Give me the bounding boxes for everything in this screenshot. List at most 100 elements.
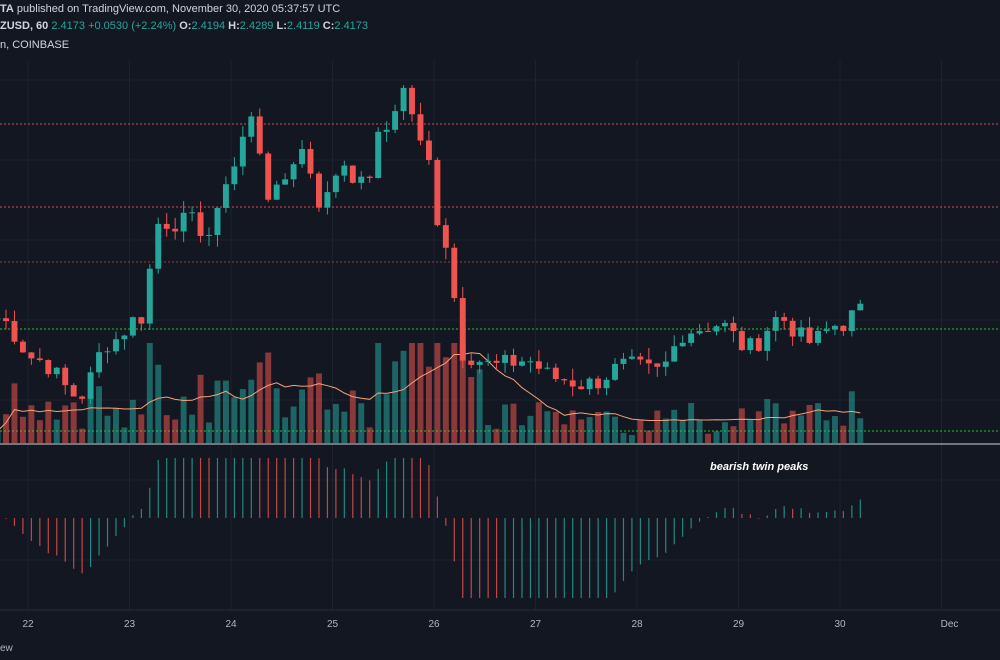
candle-body bbox=[815, 330, 821, 343]
candle-body bbox=[451, 247, 458, 299]
candle-body bbox=[730, 322, 737, 332]
volume-bar bbox=[789, 410, 796, 443]
volume-bar bbox=[654, 410, 661, 443]
volume-bar bbox=[121, 427, 128, 443]
exchange-label: n, COINBASE bbox=[0, 39, 70, 51]
candle-body bbox=[265, 153, 272, 200]
candle-body bbox=[282, 179, 289, 185]
candle-body bbox=[189, 212, 196, 214]
volume-bar bbox=[578, 419, 585, 443]
candle-body bbox=[848, 310, 855, 332]
volume-ma-line bbox=[0, 352, 861, 430]
volume-bar bbox=[688, 402, 695, 443]
volume-bar bbox=[806, 404, 813, 443]
volume-bar bbox=[273, 388, 280, 443]
candle-body bbox=[772, 317, 779, 331]
volume-bar bbox=[265, 352, 272, 443]
candle-body bbox=[425, 140, 432, 160]
volume-bar bbox=[146, 343, 153, 443]
footer-label: ew bbox=[0, 643, 13, 654]
volume-bar bbox=[696, 419, 703, 443]
candle-body bbox=[662, 361, 669, 367]
candle-body bbox=[206, 234, 212, 236]
candle-body bbox=[755, 338, 762, 351]
volume-bar bbox=[332, 403, 339, 443]
candle-body bbox=[578, 386, 585, 390]
candle-body bbox=[3, 318, 9, 322]
candle-body bbox=[121, 335, 128, 340]
candle-body bbox=[544, 367, 551, 369]
candle-body bbox=[510, 354, 517, 366]
volume-bar bbox=[713, 431, 720, 443]
candle-body bbox=[535, 361, 542, 369]
x-tick-label: 24 bbox=[225, 619, 237, 630]
volume-bar bbox=[87, 394, 94, 443]
candle-body bbox=[586, 378, 593, 390]
volume-bar bbox=[595, 411, 602, 443]
volume-bar bbox=[19, 416, 26, 443]
volume-bar bbox=[544, 411, 551, 443]
volume-bar bbox=[747, 419, 754, 443]
pair-interval: ZUSD, 60 bbox=[0, 20, 49, 32]
candle-body bbox=[163, 223, 170, 229]
volume-bar bbox=[552, 411, 559, 443]
candle-body bbox=[527, 361, 534, 363]
candle-body bbox=[129, 317, 136, 336]
volume-bar bbox=[307, 377, 314, 443]
volume-bar bbox=[561, 424, 568, 443]
candle-body bbox=[28, 352, 35, 359]
candle-body bbox=[764, 330, 771, 351]
candle-body bbox=[595, 378, 602, 389]
candle-body bbox=[485, 360, 492, 362]
candle-body bbox=[747, 338, 754, 351]
volume-bar bbox=[299, 389, 306, 443]
candle-body bbox=[341, 165, 348, 176]
volume-bar bbox=[197, 374, 204, 443]
volume-bar bbox=[324, 409, 331, 443]
candle-body bbox=[696, 331, 703, 334]
candle-body bbox=[493, 360, 500, 363]
candle-body bbox=[366, 176, 373, 178]
volume-bar bbox=[45, 401, 52, 443]
candle-body bbox=[70, 385, 77, 397]
candle-body bbox=[231, 166, 238, 185]
candle-body bbox=[53, 367, 60, 375]
candle-body bbox=[476, 361, 483, 365]
candle-body bbox=[358, 176, 365, 183]
oscillator-histogram bbox=[5, 458, 861, 598]
candle-body bbox=[417, 114, 424, 141]
candle-body bbox=[273, 184, 280, 200]
candle-body bbox=[197, 212, 204, 236]
candle-body bbox=[688, 333, 695, 343]
candle-body bbox=[11, 321, 18, 342]
candle-body bbox=[620, 358, 627, 364]
volume-bar bbox=[155, 364, 162, 443]
time-axis: 22 23 24 25 26 27 28 29 30 Dec bbox=[22, 619, 958, 630]
candle-body bbox=[645, 359, 652, 364]
candle-body bbox=[603, 379, 610, 389]
candle-body bbox=[214, 207, 221, 235]
volume-bar bbox=[366, 427, 373, 443]
volume-bar bbox=[0, 431, 1, 443]
candle-body bbox=[155, 223, 162, 269]
volume-bar bbox=[425, 366, 432, 443]
volume-bar bbox=[764, 399, 771, 443]
x-tick-label: 29 bbox=[733, 619, 745, 630]
volume-bar bbox=[527, 415, 534, 443]
x-tick-label: 22 bbox=[22, 619, 34, 630]
volume-bar bbox=[476, 369, 483, 443]
volume-bar bbox=[70, 402, 77, 443]
candle-body bbox=[180, 212, 187, 232]
volume-bar bbox=[282, 417, 289, 443]
volume-bar bbox=[772, 403, 779, 443]
candle-body bbox=[307, 149, 314, 174]
volume-bar bbox=[823, 420, 830, 443]
volume-bar bbox=[96, 386, 103, 443]
volume-bar bbox=[113, 407, 119, 443]
volume-bar bbox=[831, 416, 838, 443]
candle-body bbox=[840, 325, 847, 332]
volume-bar bbox=[519, 425, 525, 443]
candle-body bbox=[409, 87, 415, 115]
candle-body bbox=[722, 322, 728, 327]
